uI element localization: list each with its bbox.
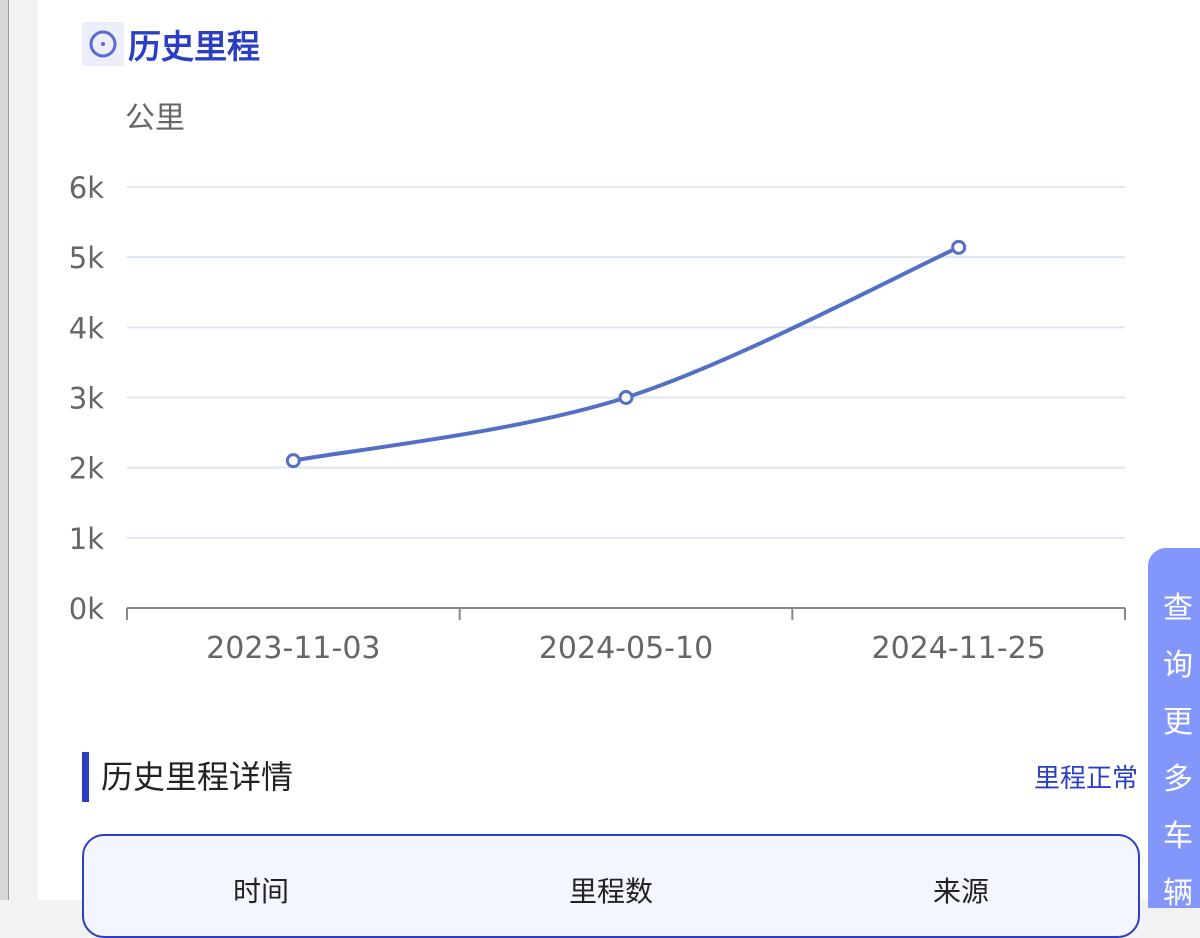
mileage-status[interactable]: 里程正常 <box>1033 764 1138 794</box>
y-tick-label: 2k <box>69 452 104 486</box>
column-header-time: 时间 <box>232 875 290 908</box>
details-table: 时间 里程数 来源 <box>82 834 1140 938</box>
left-edge <box>0 0 9 900</box>
side-button-char: 车 <box>1163 819 1193 854</box>
y-tick-label: 4k <box>69 311 104 345</box>
y-tick-label: 3k <box>69 382 104 416</box>
section-header: 历史里程 <box>82 20 260 68</box>
x-tick-label: 2023-11-03 <box>206 631 380 666</box>
y-tick-label: 0k <box>69 592 104 626</box>
side-button-char: 更 <box>1163 705 1193 740</box>
mileage-card <box>38 0 1200 900</box>
side-button-char: 查 <box>1163 591 1193 626</box>
y-tick-label: 5k <box>69 241 104 275</box>
page-title: 历史里程 <box>128 27 260 66</box>
mileage-chart: 公里 0k 1k 2k 3k 4k 5k 6k 2023-11-03 2024-05-10 2024… <box>69 101 1126 666</box>
column-header-mileage: 里程数 <box>568 875 654 908</box>
data-point <box>618 390 634 405</box>
y-tick-label: 6k <box>69 171 104 205</box>
data-point <box>951 239 967 255</box>
compass-icon <box>82 22 124 66</box>
x-tick-label: 2024-05-10 <box>539 631 713 666</box>
side-button-char: 辆 <box>1163 876 1193 911</box>
series-line <box>292 245 960 463</box>
x-tick-label: 2024-11-25 <box>871 631 1045 666</box>
column-header-source: 来源 <box>932 875 990 908</box>
details-title: 历史里程详情 <box>82 752 293 802</box>
data-point <box>285 453 301 469</box>
side-button-char: 询 <box>1163 648 1193 683</box>
y-axis-label: 公里 <box>125 101 185 136</box>
query-more-vehicles-button[interactable]: 查询更多车辆 <box>1148 548 1200 911</box>
side-button-char: 多 <box>1163 762 1193 797</box>
y-tick-label: 1k <box>69 522 104 556</box>
